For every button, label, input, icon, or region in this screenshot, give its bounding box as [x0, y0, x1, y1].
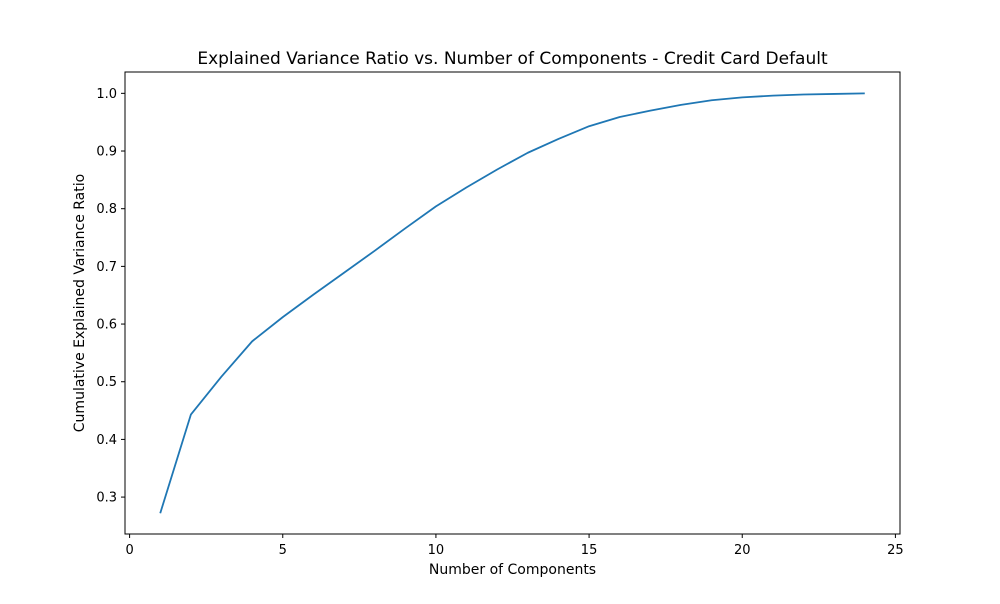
y-tick-label: 0.7: [96, 260, 117, 275]
y-tick-label: 0.8: [96, 202, 117, 217]
y-tick-label: 0.4: [96, 433, 117, 448]
ticks-layer: 0 5 10 15 20 25 0.3 0.4 0.5 0.6 0.7 0.8 0.9 1.0: [96, 87, 903, 558]
y-tick-label: 0.9: [96, 145, 117, 160]
x-tick-label: 25: [887, 543, 904, 558]
y-tick-label: 0.6: [96, 318, 117, 333]
x-tick-label: 10: [428, 543, 445, 558]
y-tick-label: 1.0: [96, 87, 117, 102]
series-layer: [159, 92, 865, 514]
x-tick-label: 15: [581, 543, 598, 558]
x-tick-label: 5: [279, 543, 287, 558]
x-axis-label: Number of Components: [429, 562, 596, 578]
y-tick-label: 0.3: [96, 491, 117, 506]
y-tick-label: 0.5: [96, 375, 117, 390]
x-tick-label: 0: [125, 543, 133, 558]
x-tick-label: 20: [734, 543, 751, 558]
chart-title: Explained Variance Ratio vs. Number of C…: [197, 49, 828, 69]
y-axis-label: Cumulative Explained Variance Ratio: [72, 174, 88, 432]
plot-frame: [124, 71, 901, 535]
series-line: [159, 92, 865, 514]
